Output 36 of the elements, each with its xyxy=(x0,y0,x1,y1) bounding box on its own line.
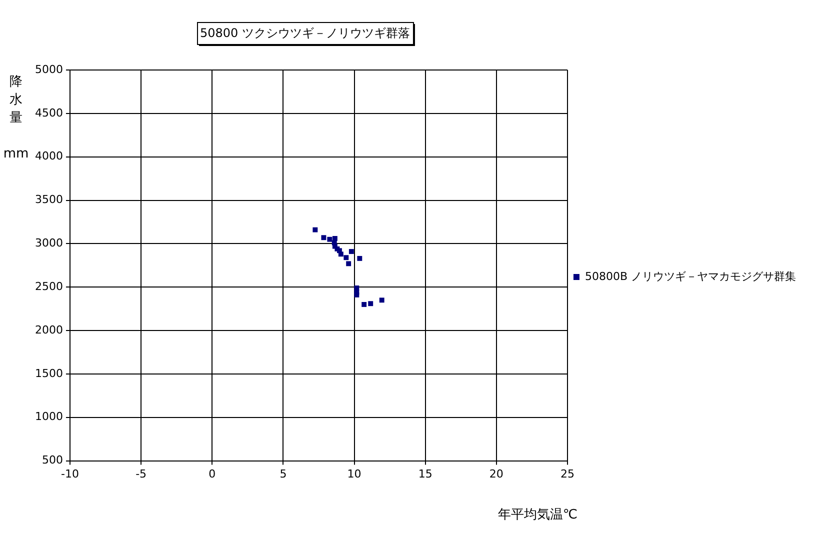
x-tick-label: 0 xyxy=(208,467,216,480)
point xyxy=(344,255,349,260)
y-tick-label: 3000 xyxy=(34,236,63,250)
x-tick-label: -5 xyxy=(136,467,147,480)
x-tick-label: 15 xyxy=(418,467,432,480)
y-tick-label: 500 xyxy=(42,454,63,467)
point xyxy=(368,301,374,306)
x-tick-label: -10 xyxy=(61,467,79,480)
y-tick-label: 1500 xyxy=(34,366,63,380)
y-tick-label: 2000 xyxy=(34,323,63,336)
y-tick-label: 4000 xyxy=(34,150,63,163)
point xyxy=(354,286,360,290)
x-tick-label: 20 xyxy=(489,467,504,480)
x-axis-title: 年平均気温℃ xyxy=(498,507,578,522)
x-tick-label: 10 xyxy=(347,467,362,480)
point xyxy=(327,236,332,242)
chart-title: 50800 ツクシウツギ－ノリウツギ群落 xyxy=(200,26,410,40)
y-tick-label: 1000 xyxy=(34,410,63,424)
point xyxy=(362,302,367,307)
point xyxy=(346,261,352,266)
y-tick-label: 5000 xyxy=(34,62,63,76)
point xyxy=(312,227,318,232)
y-tick-label: 4500 xyxy=(34,106,63,120)
point xyxy=(354,292,360,298)
legend-label: 50800B ノリウツギ－ヤマカモジグサ群集 xyxy=(584,270,796,283)
y-tick-label: 2500 xyxy=(34,280,63,293)
x-tick-label: 5 xyxy=(280,467,287,480)
point xyxy=(321,235,326,240)
y-tick-label: 3500 xyxy=(34,193,63,206)
text: 降水量 mm xyxy=(3,74,29,162)
point xyxy=(379,298,384,303)
point xyxy=(332,236,338,241)
point xyxy=(357,256,362,261)
x-tick-label: 25 xyxy=(560,467,574,480)
point xyxy=(338,252,344,257)
point xyxy=(348,249,354,254)
